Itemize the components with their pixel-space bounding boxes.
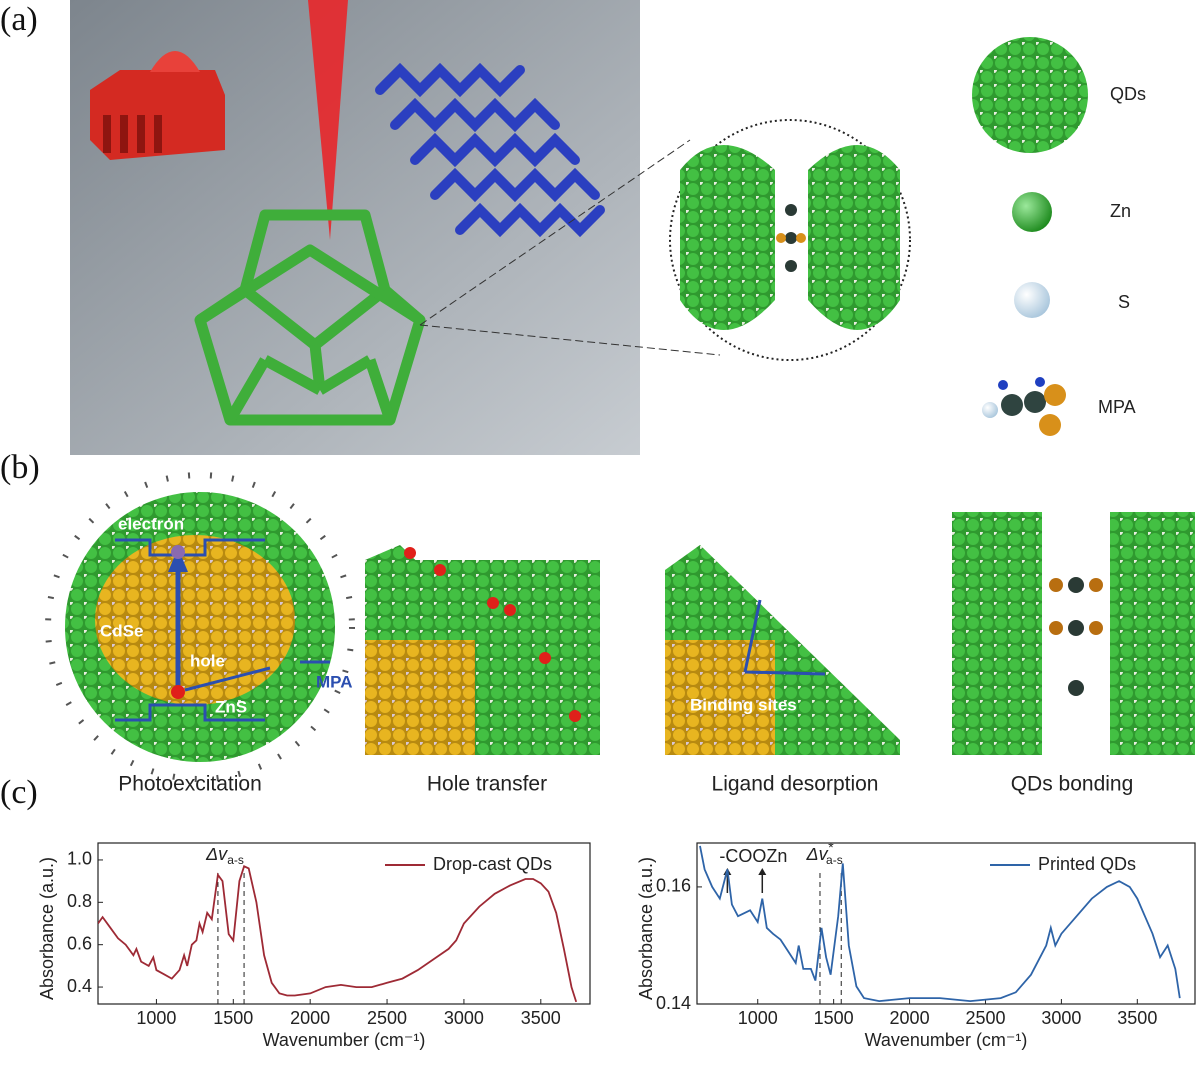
annotation: Binding sites	[690, 695, 797, 714]
annotation: hole	[190, 651, 225, 670]
x-tick-label: 3500	[1117, 1008, 1157, 1028]
y-tick-label: 0.6	[67, 933, 92, 953]
legend-label: Drop-cast QDs	[433, 854, 552, 874]
caption: QDs bonding	[1011, 773, 1134, 796]
panel-label: (c)	[0, 774, 38, 811]
x-tick-label: 2500	[965, 1008, 1005, 1028]
legend-label: S	[1118, 292, 1130, 312]
y-axis-label: Absorbance (a.u.)	[636, 857, 656, 1000]
legend-label: MPA	[1098, 397, 1136, 417]
y-tick-label: 1.0	[67, 849, 92, 869]
annotation-part: *	[828, 839, 834, 855]
annotation-part: Δv	[205, 844, 228, 864]
x-tick-label: 1000	[738, 1008, 778, 1028]
panel-label: (b)	[0, 449, 40, 486]
plot-frame	[696, 842, 1196, 1005]
x-axis-label: Wavenumber (cm⁻¹)	[865, 1030, 1028, 1050]
legend-label: QDs	[1110, 84, 1146, 104]
annotation: ZnS	[215, 697, 247, 716]
x-tick-label: 3500	[521, 1008, 561, 1028]
x-tick-label: 3000	[1041, 1008, 1081, 1028]
x-tick-label: 1000	[136, 1008, 176, 1028]
x-tick-label: 2000	[890, 1008, 930, 1028]
annotation-part: a-s	[227, 853, 244, 867]
annotation: -COOZn	[719, 846, 787, 866]
annotation: Δva-s	[205, 844, 244, 867]
caption: Hole transfer	[427, 773, 547, 796]
y-tick-label: 0.8	[67, 891, 92, 911]
annotation: MPA	[316, 672, 353, 691]
y-tick-label: 0.16	[656, 876, 691, 896]
annotation: electron	[118, 514, 184, 533]
x-tick-label: 1500	[814, 1008, 854, 1028]
x-tick-label: 2500	[367, 1008, 407, 1028]
legend-label: Zn	[1110, 201, 1131, 221]
series-line	[98, 865, 578, 1003]
legend-label: Printed QDs	[1038, 854, 1136, 874]
y-tick-label: 0.4	[67, 976, 92, 996]
y-tick-label: 0.14	[656, 993, 691, 1013]
render-illustration	[70, 0, 911, 455]
series-line	[699, 845, 1181, 1003]
panel-label: (a)	[0, 1, 38, 38]
x-tick-label: 2000	[290, 1008, 330, 1028]
annotation-part: Δv	[806, 844, 829, 864]
caption: Ligand desorption	[712, 773, 879, 796]
atom-legend: QDs Zn S MPA	[972, 37, 1146, 436]
annotation: CdSe	[100, 621, 143, 640]
mechanism-illustration	[45, 472, 1195, 782]
y-axis-label: Absorbance (a.u.)	[37, 857, 57, 1000]
x-axis-label: Wavenumber (cm⁻¹)	[263, 1030, 426, 1050]
x-tick-label: 3000	[444, 1008, 484, 1028]
annotation-part: a-s	[826, 853, 843, 867]
caption: Photoexcitation	[118, 773, 262, 796]
arrow-head	[758, 868, 767, 875]
x-tick-label: 1500	[213, 1008, 253, 1028]
annotation: Δv* a-s	[806, 839, 843, 867]
